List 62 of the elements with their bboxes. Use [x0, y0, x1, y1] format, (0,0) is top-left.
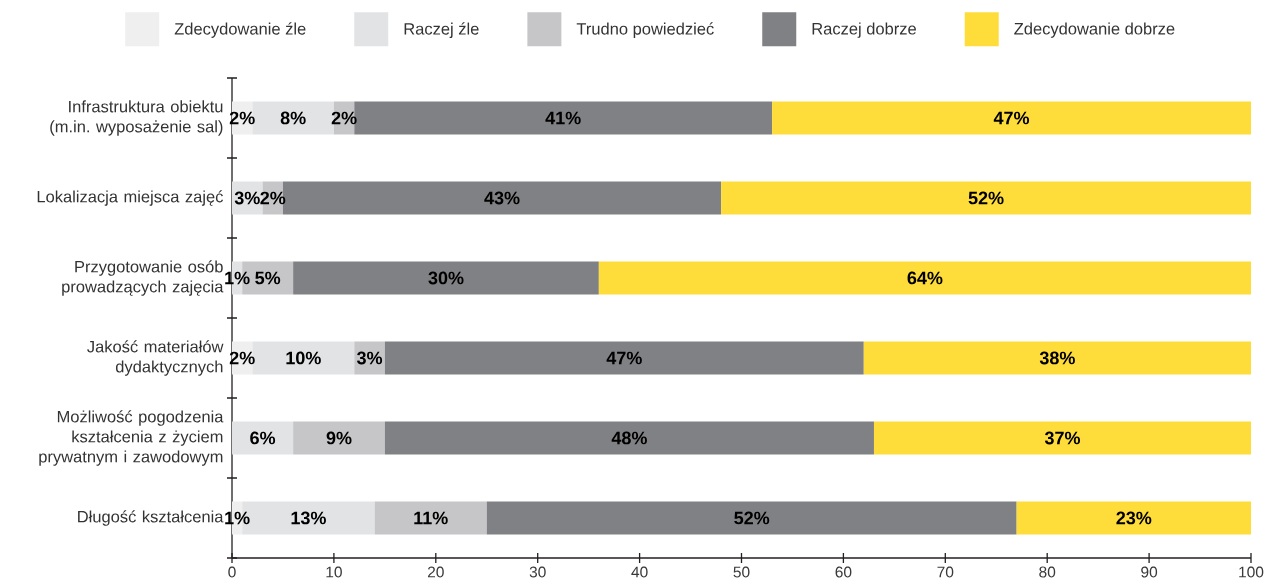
data-label: 48%	[611, 431, 647, 445]
y-tick-label: Lokalizacja miejsca zajęć	[37, 190, 223, 206]
data-label: 43%	[484, 191, 520, 205]
data-label: 11%	[414, 511, 448, 525]
data-label: 2%	[260, 191, 286, 205]
data-label: 5%	[255, 271, 281, 285]
data-label: 8%	[280, 111, 306, 125]
data-label: 37%	[1044, 431, 1081, 445]
data-label: 2%	[229, 111, 255, 125]
x-tick-label: 60	[835, 566, 852, 578]
bar	[293, 261, 599, 295]
bar	[486, 501, 1017, 535]
bar	[772, 101, 1251, 135]
bar	[384, 421, 874, 455]
data-label: 2%	[331, 111, 357, 125]
legend-label: Zdecydowanie dobrze	[1014, 22, 1175, 38]
data-label: 52%	[734, 511, 770, 525]
data-label: 30%	[428, 271, 464, 285]
data-label: 9%	[326, 431, 352, 445]
x-tick-label: 30	[529, 566, 546, 578]
x-tick-label: 20	[427, 566, 444, 578]
bar	[873, 421, 1251, 455]
x-tick-label: 0	[228, 566, 236, 578]
data-label: 3%	[356, 351, 383, 365]
bar	[293, 421, 385, 455]
data-label: 3%	[234, 191, 260, 205]
data-label: 52%	[968, 191, 1004, 205]
y-tick-label: Możliwość pogodzenia kształcenia z życiem prywatnym i zawodowym	[39, 410, 224, 466]
x-tick-label: 90	[1141, 566, 1158, 578]
legend-label: Raczej dobrze	[812, 22, 916, 38]
y-tick-label: Jakość materiałów dydaktycznych	[87, 340, 224, 376]
x-tick-label: 70	[937, 566, 954, 578]
y-tick-label: Infrastruktura obiektu (m.in. wyposażenie sal)	[50, 100, 223, 136]
bar	[863, 341, 1251, 375]
x-tick-label: 40	[631, 566, 648, 578]
bar	[721, 181, 1251, 215]
bar	[232, 421, 294, 455]
y-tick-label: Przygotowanie osób prowadzących zajęcia	[62, 260, 224, 296]
data-label: 6%	[250, 431, 276, 445]
data-label: 41%	[545, 111, 581, 125]
x-tick-label: 80	[1039, 566, 1056, 578]
x-tick-label: 100	[1239, 566, 1264, 578]
data-label: 10%	[286, 351, 321, 365]
bar	[598, 261, 1251, 295]
legend-label: Raczej źle	[404, 22, 479, 38]
legend-label: Trudno powiedzieć	[576, 22, 714, 38]
data-label: 23%	[1116, 511, 1152, 525]
legend-label: Zdecydowanie źle	[174, 22, 306, 38]
x-tick-label: 10	[326, 566, 342, 578]
y-tick-label: Długość kształcenia	[78, 510, 224, 526]
bar	[1016, 501, 1251, 535]
x-tick-label: 50	[733, 566, 750, 578]
data-label: 38%	[1039, 351, 1075, 365]
data-label: 64%	[907, 271, 943, 285]
data-label: 2%	[229, 351, 255, 365]
data-label: 1%	[225, 271, 250, 285]
data-label: 47%	[606, 351, 642, 365]
data-label: 1%	[225, 511, 250, 525]
bar	[384, 341, 864, 375]
data-label: 47%	[993, 111, 1030, 125]
bar	[374, 501, 487, 535]
data-label: 13%	[291, 511, 326, 525]
